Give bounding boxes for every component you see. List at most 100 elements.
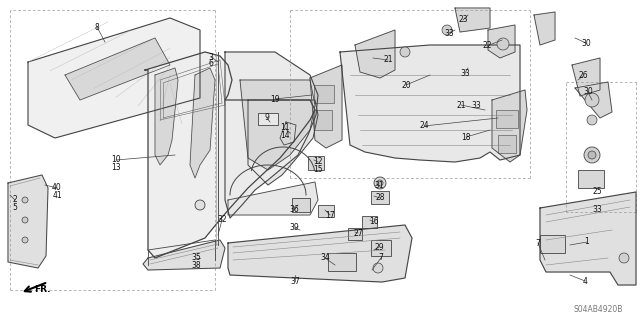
Polygon shape (28, 18, 200, 138)
Text: 26: 26 (578, 71, 588, 80)
Text: 23: 23 (458, 16, 468, 25)
Circle shape (195, 200, 205, 210)
Text: 8: 8 (95, 23, 99, 32)
Text: 14: 14 (280, 130, 290, 139)
Text: 29: 29 (374, 242, 384, 251)
Polygon shape (228, 182, 318, 215)
Text: 22: 22 (483, 41, 492, 50)
Bar (578, 170, 604, 188)
Polygon shape (225, 52, 318, 218)
Text: 20: 20 (401, 80, 411, 90)
Circle shape (374, 177, 386, 189)
Text: 32: 32 (217, 216, 227, 225)
Polygon shape (488, 25, 515, 58)
Text: 7: 7 (379, 254, 383, 263)
Text: 5: 5 (13, 203, 17, 211)
Text: 38: 38 (191, 261, 201, 270)
Text: 6: 6 (209, 60, 213, 69)
Polygon shape (280, 122, 296, 145)
Polygon shape (310, 65, 342, 148)
Bar (540, 235, 565, 253)
Text: 30: 30 (581, 39, 591, 48)
Bar (318, 205, 334, 217)
Polygon shape (248, 100, 318, 185)
Bar (314, 85, 334, 103)
Bar (371, 191, 389, 204)
Circle shape (497, 38, 509, 50)
Polygon shape (65, 38, 170, 100)
Text: 11: 11 (280, 123, 290, 132)
Text: 25: 25 (592, 187, 602, 196)
Text: 17: 17 (325, 211, 335, 219)
Polygon shape (540, 192, 636, 285)
Polygon shape (492, 90, 527, 162)
Text: 34: 34 (320, 254, 330, 263)
Circle shape (619, 253, 629, 263)
Text: 33: 33 (460, 69, 470, 78)
Bar (314, 110, 332, 130)
Bar (362, 216, 377, 228)
Text: 2: 2 (13, 196, 17, 204)
Polygon shape (572, 58, 600, 96)
Text: 33: 33 (471, 101, 481, 110)
Text: 13: 13 (111, 162, 121, 172)
Bar (328, 253, 356, 271)
Bar (496, 110, 518, 128)
Polygon shape (145, 52, 315, 258)
Circle shape (22, 237, 28, 243)
Text: 31: 31 (374, 181, 384, 189)
Polygon shape (155, 68, 178, 165)
Polygon shape (534, 12, 555, 45)
Polygon shape (340, 45, 520, 162)
Text: 35: 35 (191, 254, 201, 263)
Circle shape (588, 151, 596, 159)
Bar (348, 228, 362, 240)
Polygon shape (143, 240, 225, 270)
Text: 12: 12 (313, 158, 323, 167)
Circle shape (377, 180, 383, 186)
Polygon shape (240, 80, 315, 170)
Bar (258, 113, 278, 125)
Polygon shape (455, 8, 490, 32)
Polygon shape (228, 225, 412, 282)
Text: 15: 15 (313, 165, 323, 174)
Text: 27: 27 (353, 228, 363, 238)
Polygon shape (190, 68, 215, 178)
Text: 39: 39 (289, 224, 299, 233)
Bar (308, 156, 324, 170)
Text: 21: 21 (383, 56, 393, 64)
Text: 24: 24 (419, 122, 429, 130)
Circle shape (22, 197, 28, 203)
Text: 36: 36 (289, 205, 299, 214)
Text: S04AB4920B: S04AB4920B (573, 306, 623, 315)
Text: 18: 18 (461, 132, 471, 142)
Text: 10: 10 (111, 155, 121, 165)
Circle shape (22, 217, 28, 223)
Text: 9: 9 (264, 114, 269, 122)
Polygon shape (355, 30, 395, 78)
Text: 1: 1 (584, 238, 589, 247)
Bar (371, 240, 391, 256)
Text: 37: 37 (290, 277, 300, 286)
Text: 33: 33 (444, 28, 454, 38)
Text: 21: 21 (456, 100, 466, 109)
Text: 16: 16 (369, 218, 379, 226)
Text: 3: 3 (209, 53, 213, 62)
Polygon shape (575, 82, 612, 118)
Circle shape (585, 93, 599, 107)
Bar (292, 198, 310, 212)
Polygon shape (8, 175, 48, 268)
Text: 7: 7 (536, 239, 540, 248)
Text: 40: 40 (52, 183, 62, 192)
Text: 33: 33 (592, 205, 602, 214)
Circle shape (442, 25, 452, 35)
Text: 30: 30 (583, 87, 593, 97)
Circle shape (587, 115, 597, 125)
Circle shape (584, 147, 600, 163)
Text: 28: 28 (375, 194, 385, 203)
Text: 4: 4 (582, 277, 588, 286)
Text: 41: 41 (52, 190, 62, 199)
Circle shape (373, 263, 383, 273)
Bar (498, 135, 516, 153)
Text: FR.: FR. (34, 285, 51, 293)
